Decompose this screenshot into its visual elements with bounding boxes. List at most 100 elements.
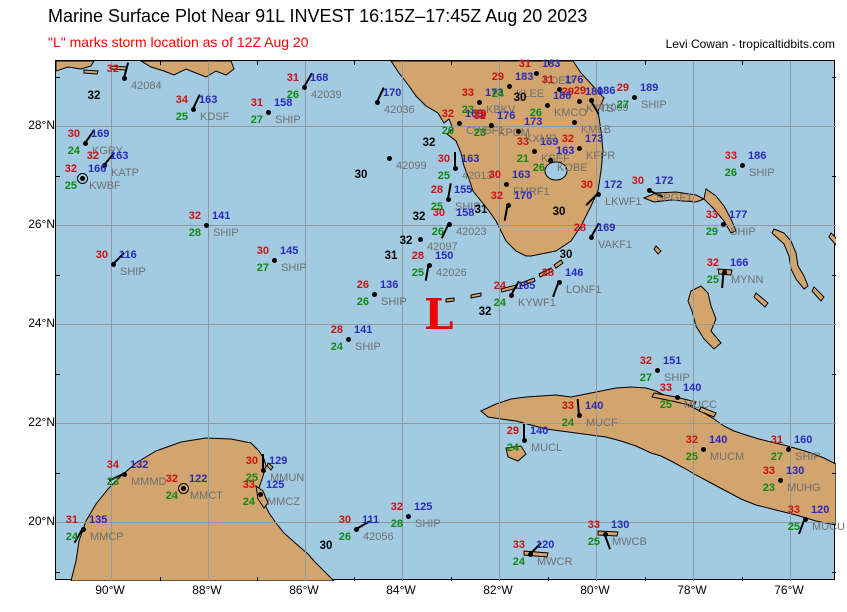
temperature-value: 32 bbox=[441, 108, 454, 120]
pressure-value: 169 bbox=[540, 136, 559, 148]
pressure-value: 165 bbox=[517, 280, 536, 292]
dewpoint-value: 24 bbox=[491, 88, 504, 100]
lat-label: 24°N bbox=[28, 316, 55, 330]
temperature-value: 30 bbox=[245, 455, 258, 467]
loose-value: 31 bbox=[384, 250, 398, 262]
temperature-value: 32 bbox=[473, 110, 486, 122]
pressure-value: 168 bbox=[310, 72, 329, 84]
pressure-value: 140 bbox=[683, 382, 702, 394]
station-id: SPGF1 bbox=[656, 192, 693, 204]
dewpoint-value: 26 bbox=[356, 296, 369, 308]
pressure-value: 169 bbox=[597, 222, 616, 234]
degree-tick bbox=[256, 577, 258, 581]
degree-tick bbox=[56, 571, 60, 573]
station-id: MUCC bbox=[684, 399, 717, 411]
station-id: KBKV bbox=[486, 104, 516, 116]
station-id: 42013 bbox=[462, 170, 493, 182]
pressure-value: 172 bbox=[604, 179, 623, 191]
loose-value: 30 bbox=[319, 540, 333, 552]
pressure-value: 180 bbox=[585, 86, 604, 98]
station-dot bbox=[371, 291, 377, 297]
station-dot bbox=[82, 140, 88, 146]
station-id: SHIP bbox=[455, 201, 481, 213]
pressure-value: 176 bbox=[497, 110, 516, 122]
pressure-value: 155 bbox=[454, 184, 473, 196]
station-id: SHIP bbox=[281, 262, 307, 274]
wind-barb bbox=[262, 454, 264, 470]
loose-value: 30 bbox=[354, 169, 368, 181]
loose-value: 32 bbox=[87, 90, 101, 102]
temperature-value: 32 bbox=[685, 434, 698, 446]
temperature-value: 29 bbox=[506, 425, 519, 437]
pressure-value: 163 bbox=[461, 153, 480, 165]
station-id: LONF1 bbox=[566, 284, 602, 296]
dewpoint-value: 24 bbox=[165, 490, 178, 502]
pressure-value: 173 bbox=[585, 133, 604, 145]
station-dot bbox=[445, 196, 451, 202]
temperature-value: 33 bbox=[659, 382, 672, 394]
station-id: KYWF1 bbox=[518, 297, 556, 309]
dewpoint-value: 25 bbox=[64, 180, 77, 192]
station-dot bbox=[547, 157, 553, 163]
station-id: MMCP bbox=[90, 531, 124, 543]
dewpoint-value: 24 bbox=[506, 442, 519, 454]
dewpoint-value: 26 bbox=[529, 107, 542, 119]
station-id: FMRF1 bbox=[513, 186, 550, 198]
lon-label: 90°W bbox=[95, 583, 125, 597]
station-dot bbox=[257, 491, 263, 497]
station-dot bbox=[271, 257, 277, 263]
degree-tick bbox=[644, 61, 646, 65]
station-dot bbox=[488, 122, 494, 128]
station-id: SHIP bbox=[120, 266, 146, 278]
dewpoint-value: 25 bbox=[245, 472, 258, 484]
temperature-value: 31 bbox=[770, 434, 783, 446]
dewpoint-value: 24 bbox=[512, 556, 525, 568]
station-id: KMLB bbox=[581, 124, 611, 136]
station-dot bbox=[556, 86, 562, 92]
station-id: SHIP bbox=[355, 341, 381, 353]
loose-value: 30 bbox=[513, 92, 527, 104]
dewpoint-value: 25 bbox=[430, 201, 443, 213]
pressure-value: 130 bbox=[786, 465, 805, 477]
pressure-value: 122 bbox=[189, 473, 208, 485]
lat-label: 20°N bbox=[28, 514, 55, 528]
dewpoint-value: 23 bbox=[461, 104, 474, 116]
station-dot bbox=[506, 83, 512, 89]
station-dot bbox=[720, 221, 726, 227]
temperature-value: 29 bbox=[491, 71, 504, 83]
temperature-value: 32 bbox=[390, 501, 403, 513]
station-id: MUCF bbox=[586, 417, 618, 429]
station-id: MYNN bbox=[731, 274, 764, 286]
temperature-value: 30 bbox=[256, 245, 269, 257]
degree-tick bbox=[56, 472, 60, 474]
pressure-value: 158 bbox=[456, 207, 475, 219]
station-id: MMMD bbox=[131, 476, 167, 488]
dewpoint-value: 26 bbox=[431, 226, 444, 238]
gridline bbox=[56, 423, 836, 424]
station-id: KTTS bbox=[586, 103, 615, 115]
temperature-value: 32 bbox=[639, 355, 652, 367]
lon-label: 80°W bbox=[580, 583, 610, 597]
temperature-value: 30 bbox=[437, 153, 450, 165]
station-dot bbox=[556, 279, 562, 285]
dewpoint-value: 25 bbox=[437, 170, 450, 182]
temperature-value: 28 bbox=[330, 324, 343, 336]
station-id: MUCU bbox=[812, 521, 845, 533]
lon-label: 78°W bbox=[677, 583, 707, 597]
degree-tick bbox=[56, 76, 60, 78]
gridline bbox=[305, 61, 306, 581]
pressure-value: 129 bbox=[269, 455, 288, 467]
degree-tick bbox=[56, 274, 60, 276]
loose-value: 32 bbox=[422, 137, 436, 149]
station-id: 42056 bbox=[363, 531, 394, 543]
station-dot bbox=[595, 191, 601, 197]
station-id: MUHG bbox=[787, 482, 821, 494]
station-dot bbox=[576, 412, 582, 418]
dewpoint-value: 24 bbox=[330, 341, 343, 353]
station-dot bbox=[446, 221, 452, 227]
pressure-value: 186 bbox=[553, 90, 572, 102]
temperature-value: 33 bbox=[724, 150, 737, 162]
pressure-value: 169 bbox=[465, 108, 484, 120]
wind-barb bbox=[523, 424, 525, 440]
pressure-value: 141 bbox=[354, 324, 373, 336]
